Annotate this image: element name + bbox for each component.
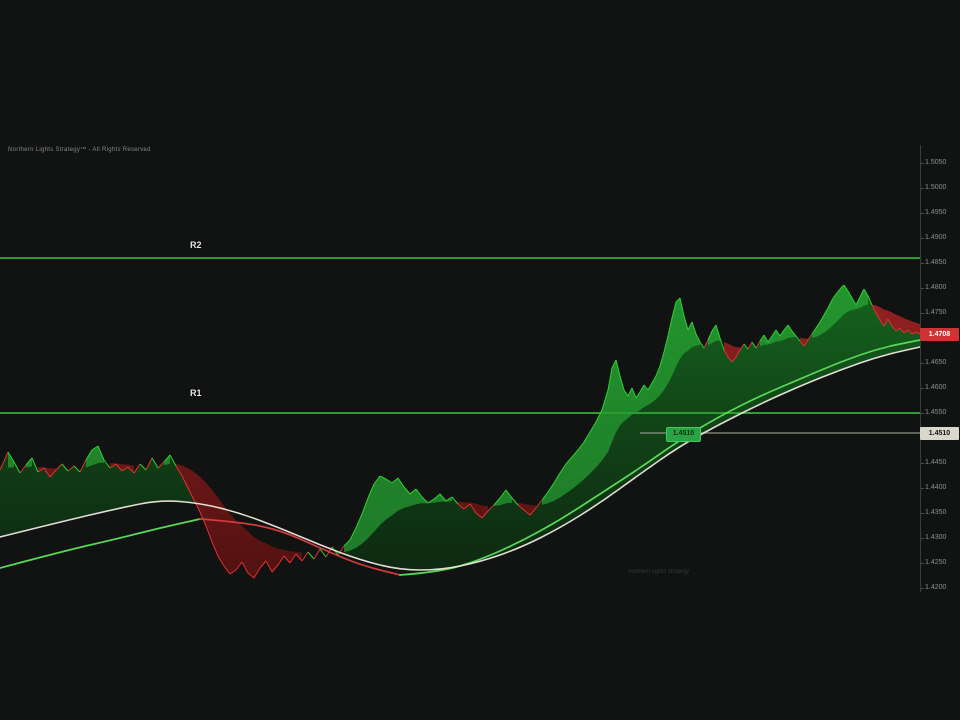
axis-tick (921, 213, 924, 214)
axis-tick (921, 313, 924, 314)
axis-price-label: 1.4450 (925, 459, 947, 466)
axis-price-label: 1.4950 (925, 209, 947, 216)
axis-price-label: 1.4250 (925, 559, 947, 566)
axis-tick (921, 263, 924, 264)
strategy-watermark: Northern Lights Strategy™ - All Rights R… (8, 147, 151, 153)
axis-price-label: 1.5050 (925, 159, 947, 166)
axis-price-label: 1.4400 (925, 484, 947, 491)
resistance-r1-label: R1 (190, 388, 202, 398)
axis-tick (921, 413, 924, 414)
axis-tick (921, 538, 924, 539)
level-price-tag: 1.4510 (920, 426, 959, 440)
axis-tick (921, 238, 924, 239)
axis-price-label: 1.4850 (925, 259, 947, 266)
axis-tick (921, 188, 924, 189)
axis-tick (921, 388, 924, 389)
axis-tick (921, 513, 924, 514)
axis-tick (921, 163, 924, 164)
axis-price-label: 1.4900 (925, 234, 947, 241)
axis-tick (921, 363, 924, 364)
axis-price-label: 1.4550 (925, 409, 947, 416)
axis-tick (921, 588, 924, 589)
entry-price-badge[interactable]: 1.4510 (666, 426, 701, 442)
axis-tick (921, 488, 924, 489)
axis-price-label: 1.4600 (925, 384, 947, 391)
price-axis[interactable]: 1.5050 1.5000 1.4950 1.4900 1.4850 1.4800 1.47… (920, 145, 960, 592)
axis-price-label: 1.4750 (925, 309, 947, 316)
axis-price-label: 1.4650 (925, 359, 947, 366)
resistance-r2-label: R2 (190, 240, 202, 250)
bottom-watermark: northern lights strategy (628, 569, 690, 575)
axis-price-label: 1.5000 (925, 184, 947, 191)
axis-price-label: 1.4350 (925, 509, 947, 516)
last-price-tag: 1.4708 (920, 327, 959, 341)
axis-price-label: 1.4300 (925, 534, 947, 541)
axis-tick (921, 463, 924, 464)
axis-price-label: 1.4800 (925, 284, 947, 291)
axis-price-label: 1.4200 (925, 584, 947, 591)
axis-tick (921, 288, 924, 289)
axis-tick (921, 563, 924, 564)
